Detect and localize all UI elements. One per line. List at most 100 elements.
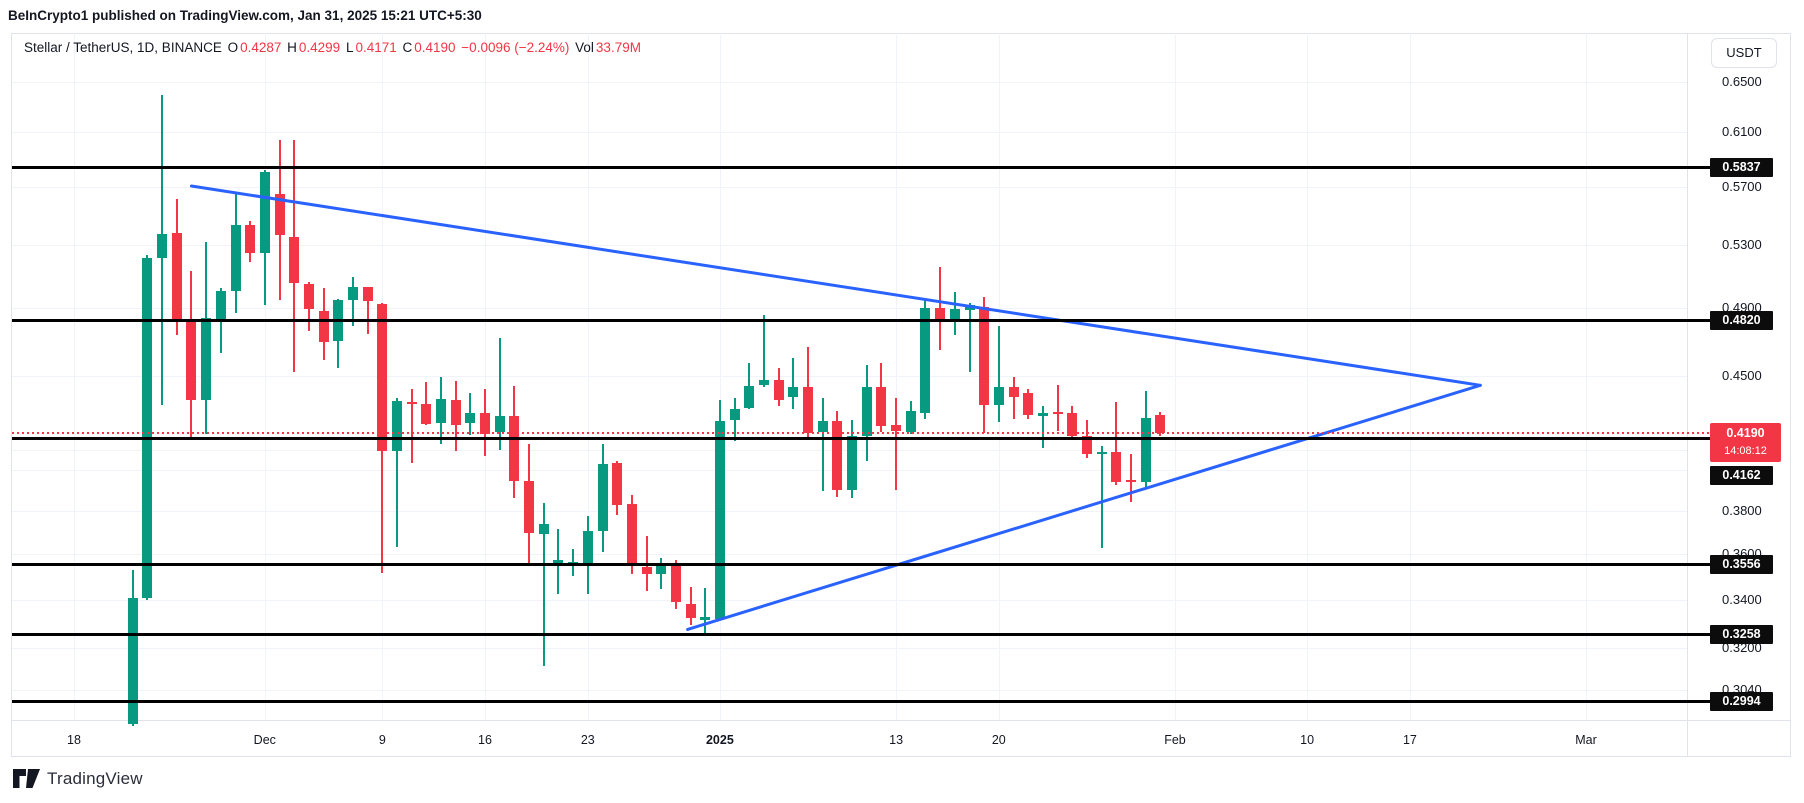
candle-body[interactable]: [509, 415, 520, 481]
legend-segment: L: [342, 40, 354, 55]
candle-body[interactable]: [759, 380, 769, 385]
candle-body[interactable]: [641, 566, 652, 575]
candle-wick: [1130, 454, 1132, 502]
candle-body[interactable]: [861, 387, 872, 436]
candle-body[interactable]: [524, 481, 535, 534]
candle-body[interactable]: [347, 287, 358, 301]
candle-wick: [968, 302, 971, 373]
horizontal-level-line[interactable]: [11, 700, 1710, 704]
candle-body[interactable]: [582, 531, 593, 564]
candle-body[interactable]: [157, 234, 168, 258]
time-axis-label: 17: [1402, 733, 1417, 747]
horizontal-level-line[interactable]: [11, 436, 1710, 440]
time-axis-label: 9: [378, 733, 386, 747]
h-gridline: [11, 689, 1687, 691]
candle-body[interactable]: [670, 564, 681, 603]
time-axis-label: Feb: [1164, 733, 1186, 747]
tradingview-logo[interactable]: TradingView: [13, 769, 143, 789]
candle-body[interactable]: [421, 403, 432, 425]
level-price-badge: 0.3258: [1710, 624, 1773, 644]
candle-body[interactable]: [1111, 452, 1122, 482]
candle-body[interactable]: [186, 320, 197, 400]
candle-body[interactable]: [905, 411, 916, 432]
candle-body[interactable]: [142, 257, 153, 599]
candle-body[interactable]: [450, 400, 461, 426]
candle-body[interactable]: [876, 387, 887, 427]
candle-body[interactable]: [436, 399, 446, 424]
candle-body[interactable]: [656, 563, 667, 575]
h-gridline: [11, 81, 1687, 83]
candle-wick: [997, 325, 1000, 423]
candle-body[interactable]: [392, 401, 402, 452]
candle-body[interactable]: [1096, 452, 1107, 455]
legend-segment: 0.4190: [414, 40, 456, 55]
horizontal-level-line[interactable]: [11, 319, 1710, 323]
candle-body[interactable]: [597, 463, 608, 532]
candle-body[interactable]: [289, 237, 300, 283]
h-gridline: [11, 132, 1687, 134]
h-gridline: [11, 510, 1687, 512]
candle-body[interactable]: [274, 194, 285, 235]
candle-body[interactable]: [773, 380, 784, 400]
horizontal-level-line[interactable]: [11, 632, 1710, 636]
level-price-badge: 0.4820: [1710, 311, 1773, 331]
price-axis-label: 0.5700: [1722, 178, 1762, 194]
candle-body[interactable]: [729, 409, 740, 421]
legend-segment: Stellar / TetherUS, 1D, BINANCE: [24, 40, 226, 55]
candle-body[interactable]: [744, 386, 755, 409]
candle-body[interactable]: [538, 523, 549, 535]
candle-wick: [792, 358, 795, 410]
candle-body[interactable]: [1126, 480, 1136, 483]
current-price-value: 0.4190: [1726, 425, 1765, 440]
currency-toggle-button[interactable]: USDT: [1711, 38, 1777, 68]
candle-body[interactable]: [215, 290, 226, 320]
candle-body[interactable]: [318, 310, 329, 342]
candle-body[interactable]: [847, 435, 857, 491]
time-axis-separator: [11, 720, 1791, 721]
candle-body[interactable]: [553, 559, 564, 564]
candle-body[interactable]: [1008, 387, 1019, 398]
candle-body[interactable]: [964, 305, 975, 310]
candle-body[interactable]: [494, 415, 505, 432]
candle-body[interactable]: [817, 420, 828, 432]
v-gridline: [264, 33, 266, 720]
horizontal-level-line[interactable]: [11, 562, 1710, 566]
candle-body[interactable]: [891, 425, 902, 431]
candle-body[interactable]: [259, 172, 270, 254]
legend-segment: 33.79M: [595, 40, 641, 55]
candle-body[interactable]: [303, 284, 314, 310]
candle-body[interactable]: [1023, 392, 1034, 415]
legend-segment: −0.0096 (−2.24%): [457, 40, 570, 55]
time-axis-label: 20: [991, 733, 1006, 747]
candle-body[interactable]: [1052, 412, 1063, 415]
candle-body[interactable]: [685, 603, 696, 618]
candle-wick: [1041, 405, 1044, 449]
candle-body[interactable]: [803, 387, 813, 433]
candle-body[interactable]: [127, 598, 138, 725]
candle-body[interactable]: [788, 387, 799, 398]
candle-body[interactable]: [700, 616, 711, 621]
candle-body[interactable]: [406, 401, 417, 404]
candle-body[interactable]: [1155, 414, 1166, 433]
price-axis-separator: [1687, 33, 1688, 757]
horizontal-level-line[interactable]: [11, 166, 1710, 170]
candle-body[interactable]: [626, 503, 637, 565]
time-axis-label: Dec: [253, 733, 276, 747]
candle-body[interactable]: [714, 420, 725, 619]
candle-body[interactable]: [362, 287, 373, 301]
candle-body[interactable]: [230, 225, 241, 291]
candle-body[interactable]: [245, 225, 256, 254]
candle-body[interactable]: [612, 462, 623, 505]
candle-body[interactable]: [920, 308, 931, 413]
candle-body[interactable]: [1037, 413, 1048, 417]
candle-wick: [895, 398, 898, 491]
candle-body[interactable]: [480, 413, 490, 434]
candle-body[interactable]: [201, 318, 212, 400]
candle-body[interactable]: [1140, 417, 1151, 482]
h-gridline: [11, 307, 1687, 309]
candle-body[interactable]: [465, 413, 476, 424]
candle-body[interactable]: [993, 387, 1004, 406]
price-axis-label: 0.3800: [1722, 502, 1762, 518]
candle-body[interactable]: [377, 303, 388, 452]
candle-body[interactable]: [171, 232, 182, 321]
